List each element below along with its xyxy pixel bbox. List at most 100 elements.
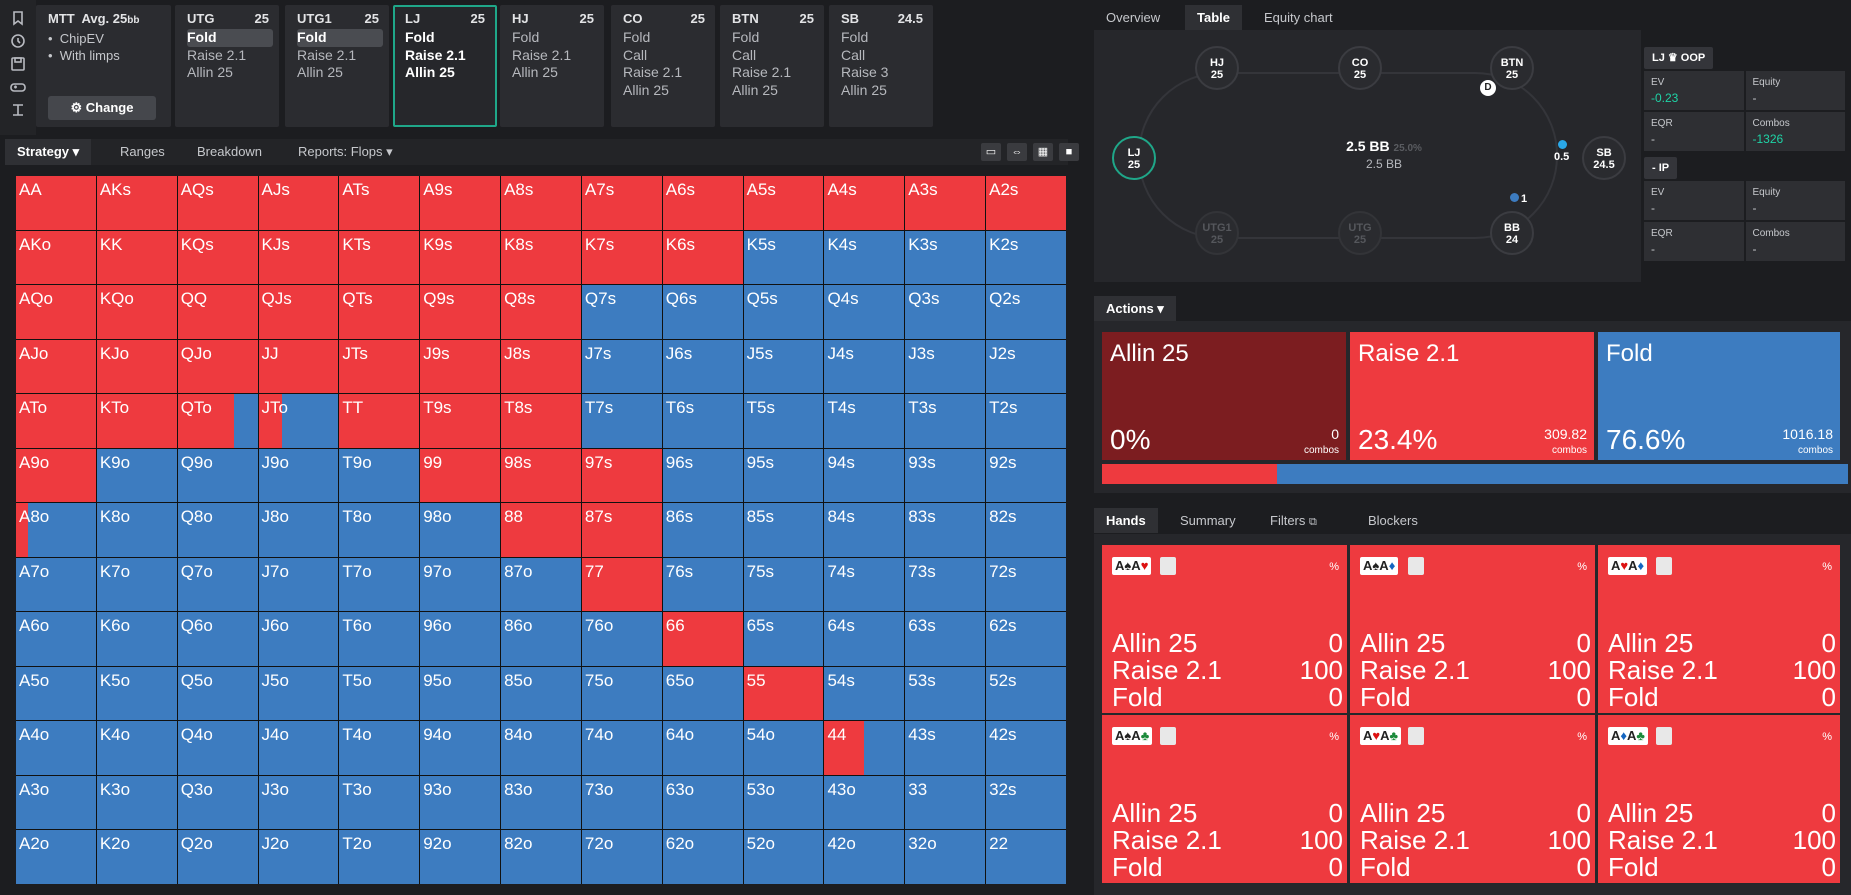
hand-cell-a5o[interactable]: A5o xyxy=(16,666,96,721)
position-action[interactable]: Allin 25 xyxy=(405,64,455,80)
seat-utg[interactable]: UTG 25 xyxy=(1338,211,1382,255)
hand-cell-73o[interactable]: 73o xyxy=(581,775,662,830)
hand-cell-83s[interactable]: 83s xyxy=(905,503,986,557)
hand-cell-k3s[interactable]: K3s xyxy=(905,230,986,285)
hand-cell-t4o[interactable]: T4o xyxy=(339,721,420,775)
hand-cell-kqo[interactable]: KQo xyxy=(96,285,177,339)
position-action[interactable]: Raise 2.1 xyxy=(297,46,357,63)
hand-cell-k5s[interactable]: K5s xyxy=(743,230,824,285)
hand-cell-66[interactable]: 66 xyxy=(662,612,743,666)
hand-cell-54s[interactable]: 54s xyxy=(824,666,905,721)
hand-cell-53s[interactable]: 53s xyxy=(905,666,986,721)
hand-cell-t6s[interactable]: T6s xyxy=(662,394,743,448)
view-compact-button[interactable]: ▭ xyxy=(981,143,1001,161)
hand-cell-88[interactable]: 88 xyxy=(501,503,581,557)
hand-cell-j8s[interactable]: J8s xyxy=(501,339,581,394)
hand-cell-53o[interactable]: 53o xyxy=(743,775,824,830)
hand-cell-j6o[interactable]: J6o xyxy=(258,612,339,666)
hand-cell-jto[interactable]: JTo xyxy=(258,394,339,448)
shield-icon[interactable] xyxy=(1160,727,1176,745)
hand-cell-j5o[interactable]: J5o xyxy=(258,666,339,721)
hand-cell-qjo[interactable]: QJo xyxy=(177,339,258,394)
seat-utg1[interactable]: UTG1 25 xyxy=(1195,211,1239,255)
hand-cell-a6s[interactable]: A6s xyxy=(662,176,743,230)
position-action[interactable]: Allin 25 xyxy=(512,64,558,80)
hand-cell-97o[interactable]: 97o xyxy=(420,557,501,612)
position-card-hj[interactable]: HJ 25 Fold Raise 2.1 Allin 25 xyxy=(500,5,604,127)
hand-cell-95s[interactable]: 95s xyxy=(743,448,824,503)
hand-cell-k6o[interactable]: K6o xyxy=(96,612,177,666)
seat-lj[interactable]: LJ 25 xyxy=(1112,136,1156,180)
hand-combo-card[interactable]: A♠A♦% Allin 25 0 Raise 2.1 100 Fold 0 xyxy=(1350,545,1595,713)
hand-cell-a2o[interactable]: A2o xyxy=(16,830,96,884)
position-action[interactable]: Call xyxy=(732,46,757,63)
position-action[interactable]: Fold xyxy=(405,29,435,45)
hand-cell-93s[interactable]: 93s xyxy=(905,448,986,503)
hand-cell-33[interactable]: 33 xyxy=(905,775,986,830)
hand-cell-ajo[interactable]: AJo xyxy=(16,339,96,394)
seat-sb[interactable]: SB 24.5 xyxy=(1582,136,1626,180)
hand-cell-76s[interactable]: 76s xyxy=(662,557,743,612)
text-cursor-icon[interactable] xyxy=(10,102,26,118)
hand-cell-72s[interactable]: 72s xyxy=(986,557,1066,612)
hand-cell-k7s[interactable]: K7s xyxy=(581,230,662,285)
tab-hands[interactable]: Hands xyxy=(1094,508,1158,533)
ip-header[interactable]: - IP xyxy=(1644,157,1678,179)
position-action[interactable]: Fold xyxy=(623,29,651,45)
hand-cell-73s[interactable]: 73s xyxy=(905,557,986,612)
position-action[interactable]: Raise 2.1 xyxy=(405,46,466,63)
hand-cell-96o[interactable]: 96o xyxy=(420,612,501,666)
hand-cell-t8s[interactable]: T8s xyxy=(501,394,581,448)
hand-cell-32o[interactable]: 32o xyxy=(905,830,986,884)
hand-cell-aks[interactable]: AKs xyxy=(96,176,177,230)
hand-cell-99[interactable]: 99 xyxy=(420,448,501,503)
hand-cell-j2o[interactable]: J2o xyxy=(258,830,339,884)
hand-cell-74o[interactable]: 74o xyxy=(581,721,662,775)
hand-cell-ako[interactable]: AKo xyxy=(16,230,96,285)
hand-cell-72o[interactable]: 72o xyxy=(581,830,662,884)
hand-cell-q3s[interactable]: Q3s xyxy=(905,285,986,339)
hand-cell-j3o[interactable]: J3o xyxy=(258,775,339,830)
hand-cell-43s[interactable]: 43s xyxy=(905,721,986,775)
hand-cell-j4o[interactable]: J4o xyxy=(258,721,339,775)
hand-cell-92s[interactable]: 92s xyxy=(986,448,1066,503)
hand-cell-jj[interactable]: JJ xyxy=(258,339,339,394)
position-action[interactable]: Raise 2.1 xyxy=(187,46,247,63)
hand-cell-85s[interactable]: 85s xyxy=(743,503,824,557)
seat-bb[interactable]: BB 24 xyxy=(1490,211,1534,255)
hand-cell-32s[interactable]: 32s xyxy=(986,775,1066,830)
hand-cell-82o[interactable]: 82o xyxy=(501,830,581,884)
save-icon[interactable] xyxy=(10,56,26,72)
hand-cell-64o[interactable]: 64o xyxy=(662,721,743,775)
hand-cell-t6o[interactable]: T6o xyxy=(339,612,420,666)
hand-cell-87o[interactable]: 87o xyxy=(501,557,581,612)
hand-cell-k3o[interactable]: K3o xyxy=(96,775,177,830)
hand-combo-card[interactable]: A♠A♣% Allin 25 0 Raise 2.1 100 Fold 0 xyxy=(1102,715,1347,883)
hand-cell-k4s[interactable]: K4s xyxy=(824,230,905,285)
hand-cell-52s[interactable]: 52s xyxy=(986,666,1066,721)
hand-cell-q4s[interactable]: Q4s xyxy=(824,285,905,339)
tab-table[interactable]: Table xyxy=(1185,5,1242,30)
position-action[interactable]: Raise 2.1 xyxy=(623,64,683,80)
hand-cell-43o[interactable]: 43o xyxy=(824,775,905,830)
position-action[interactable]: Allin 25 xyxy=(187,64,233,80)
shield-icon[interactable] xyxy=(1408,557,1424,575)
hand-cell-kjs[interactable]: KJs xyxy=(258,230,339,285)
hand-cell-k8o[interactable]: K8o xyxy=(96,503,177,557)
hand-cell-k7o[interactable]: K7o xyxy=(96,557,177,612)
hand-cell-jts[interactable]: JTs xyxy=(339,339,420,394)
tab-breakdown[interactable]: Breakdown xyxy=(197,144,263,159)
seat-btn[interactable]: BTN 25 xyxy=(1490,46,1534,90)
percent-toggle[interactable]: % xyxy=(1329,731,1339,743)
percent-toggle[interactable]: % xyxy=(1577,561,1587,573)
position-card-lj[interactable]: LJ 25 Fold Raise 2.1 Allin 25 xyxy=(393,5,497,127)
hand-cell-t2o[interactable]: T2o xyxy=(339,830,420,884)
hand-cell-kjo[interactable]: KJo xyxy=(96,339,177,394)
hand-cell-87s[interactable]: 87s xyxy=(581,503,662,557)
hand-cell-qto[interactable]: QTo xyxy=(177,394,258,448)
hand-cell-q9s[interactable]: Q9s xyxy=(420,285,501,339)
hand-cell-64s[interactable]: 64s xyxy=(824,612,905,666)
hand-cell-92o[interactable]: 92o xyxy=(420,830,501,884)
hand-cell-a9s[interactable]: A9s xyxy=(420,176,501,230)
hand-combo-card[interactable]: A♥A♦% Allin 25 0 Raise 2.1 100 Fold 0 xyxy=(1598,545,1840,713)
